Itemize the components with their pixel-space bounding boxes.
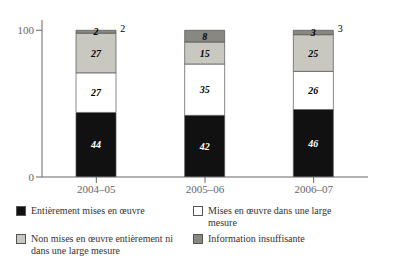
svg-text:26: 26 — [307, 85, 318, 96]
svg-text:0: 0 — [29, 171, 35, 183]
svg-text:8: 8 — [202, 31, 207, 42]
svg-text:2: 2 — [93, 26, 99, 37]
html-text:Entièrement mises en œuvre: Entièrement mises en œuvre — [31, 205, 145, 216]
svg-text:46: 46 — [307, 138, 318, 149]
svg-text:27: 27 — [90, 48, 102, 59]
svg-text:100: 100 — [18, 24, 35, 36]
svg-text:3: 3 — [310, 27, 316, 38]
svg-text:3: 3 — [338, 23, 343, 34]
svg-text:44: 44 — [90, 139, 101, 150]
svg-text:15: 15 — [200, 48, 210, 59]
html-text:Mises en œuvre dans une large: Mises en œuvre dans une large mesure — [208, 205, 332, 228]
svg-text:2004–05: 2004–05 — [77, 183, 116, 195]
svg-text:2: 2 — [120, 23, 125, 34]
svg-text:25: 25 — [307, 48, 318, 59]
svg-text:42: 42 — [199, 141, 210, 152]
svg-text:2005–06: 2005–06 — [186, 183, 225, 195]
svg-text:27: 27 — [90, 87, 102, 98]
html-text:Information insuffisante: Information insuffisante — [208, 233, 305, 244]
svg-text:35: 35 — [199, 84, 210, 95]
svg-text:2006–07: 2006–07 — [294, 183, 333, 195]
html-text:Non mises en œuvre entièrement: Non mises en œuvre entièrement ni dans u… — [31, 233, 173, 256]
